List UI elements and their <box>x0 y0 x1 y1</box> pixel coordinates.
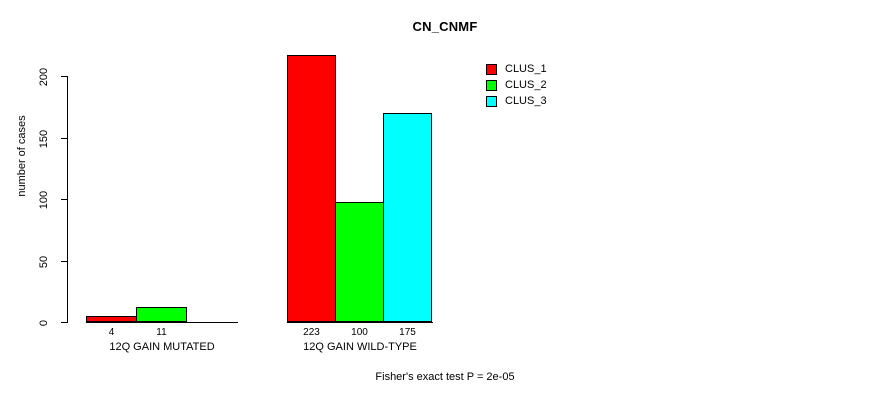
y-tick-label-50: 50 <box>38 255 50 269</box>
legend-swatch-clus-2 <box>486 79 497 91</box>
statistical-test-note: Fisher's exact test P = 2e-05 <box>375 371 515 383</box>
group-label-mutated: 12Q GAIN MUTATED <box>109 341 215 353</box>
group-label-wild-type: 12Q GAIN WILD-TYPE <box>303 341 417 353</box>
legend-item-clus-1[interactable]: CLUS_1 <box>486 61 547 77</box>
group-baseline <box>86 322 238 323</box>
group-baseline <box>287 322 433 323</box>
bar-mutated-clus-1[interactable] <box>86 316 137 322</box>
chart-title: CN_CNMF <box>412 19 478 34</box>
legend-item-clus-2[interactable]: CLUS_2 <box>486 77 547 93</box>
legend: CLUS_1 CLUS_2 CLUS_3 <box>486 61 547 109</box>
legend-label-clus-2: CLUS_2 <box>505 79 547 91</box>
bar-mutated-clus-2[interactable] <box>136 307 187 322</box>
y-axis-title: number of cases <box>16 115 28 197</box>
bar-wild-type-clus-3[interactable] <box>383 113 432 322</box>
y-tick-50 <box>61 261 68 262</box>
y-tick-150 <box>61 138 68 139</box>
bar-wild-type-clus-1[interactable] <box>287 55 336 322</box>
bar-count-mutated-clus-2: 11 <box>156 327 167 338</box>
legend-swatch-clus-1 <box>486 63 497 75</box>
legend-label-clus-3: CLUS_3 <box>505 95 547 107</box>
y-tick-0 <box>61 322 68 323</box>
bar-count-wild-type-clus-2: 100 <box>351 327 368 338</box>
y-tick-100 <box>61 199 68 200</box>
legend-item-clus-3[interactable]: CLUS_3 <box>486 93 547 109</box>
y-tick-label-200: 200 <box>38 67 50 87</box>
bar-count-wild-type-clus-3: 175 <box>399 327 416 338</box>
legend-swatch-clus-3 <box>486 95 497 107</box>
y-tick-label-0: 0 <box>38 319 50 327</box>
bar-wild-type-clus-2[interactable] <box>335 202 384 322</box>
bar-count-mutated-clus-1: 4 <box>108 327 115 338</box>
y-tick-200 <box>61 76 68 77</box>
y-tick-label-150: 150 <box>38 129 50 149</box>
legend-label-clus-1: CLUS_1 <box>505 63 547 75</box>
bar-count-wild-type-clus-1: 223 <box>303 327 320 338</box>
y-tick-label-100: 100 <box>38 190 50 210</box>
